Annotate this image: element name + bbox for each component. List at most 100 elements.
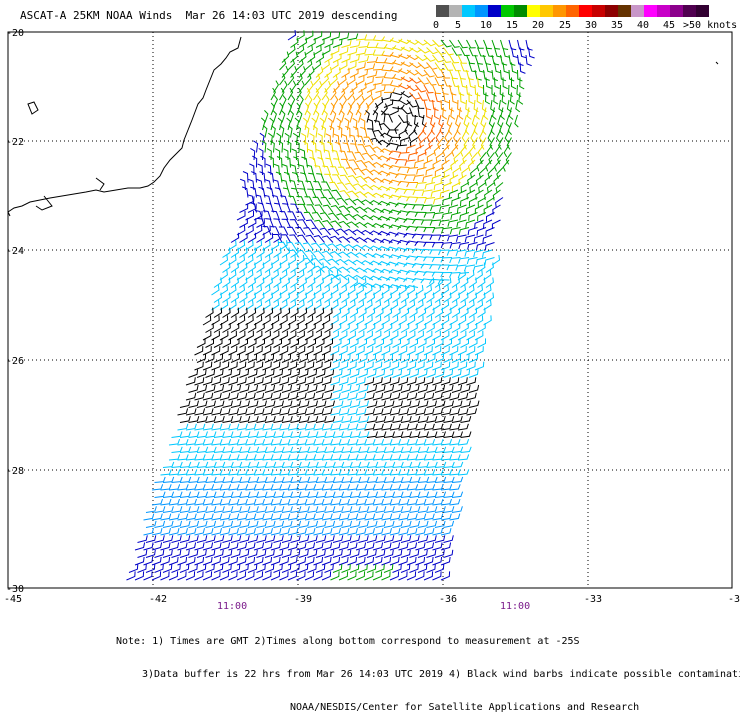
wind-barb xyxy=(344,228,357,236)
wind-barb xyxy=(346,236,359,243)
wind-barb xyxy=(364,102,370,116)
wind-barb xyxy=(295,226,306,236)
wind-barb xyxy=(296,269,305,281)
wind-barb xyxy=(415,484,427,491)
wind-barb xyxy=(423,392,435,401)
wind-barb xyxy=(434,461,447,468)
wind-barb xyxy=(338,284,348,296)
wind-barb xyxy=(304,73,312,86)
wind-barb xyxy=(363,176,376,183)
wind-barb xyxy=(332,53,342,63)
wind-barb xyxy=(324,431,336,438)
wind-barb xyxy=(239,322,248,333)
wind-barb xyxy=(236,556,247,566)
wind-barb xyxy=(394,232,408,237)
wind-barb xyxy=(275,171,283,183)
wind-barb xyxy=(211,571,221,581)
wind-barb xyxy=(423,571,434,581)
wind-barb xyxy=(332,81,340,93)
wind-barb xyxy=(185,542,197,551)
legend-swatch xyxy=(696,5,709,17)
wind-barb xyxy=(196,400,208,408)
wind-barb xyxy=(205,307,214,318)
wind-barb xyxy=(177,423,189,431)
wind-barb xyxy=(375,535,386,543)
wind-barb xyxy=(378,122,391,131)
wind-barb xyxy=(406,114,413,127)
wind-barb xyxy=(268,155,274,168)
wind-barb xyxy=(289,110,294,123)
wind-barb xyxy=(279,377,290,386)
wind-barb xyxy=(179,491,192,498)
wind-barb xyxy=(432,571,442,581)
wind-barb xyxy=(517,54,524,66)
wind-barb xyxy=(429,219,442,226)
wind-barb xyxy=(355,423,367,431)
wind-barb xyxy=(442,182,453,191)
wind-barb xyxy=(341,476,353,483)
wind-barb xyxy=(330,571,340,581)
wind-barb xyxy=(286,140,292,153)
wind-barb xyxy=(346,266,359,273)
wind-barb xyxy=(440,361,451,371)
wind-barb xyxy=(313,284,322,296)
wind-barb xyxy=(372,484,385,491)
wind-barb xyxy=(287,58,295,71)
wind-barb xyxy=(381,513,393,521)
wind-barb xyxy=(245,377,256,386)
wind-barb xyxy=(321,423,333,431)
wind-barb xyxy=(502,159,510,172)
wind-barb xyxy=(330,484,342,491)
wind-barb xyxy=(264,520,276,528)
wind-barb xyxy=(321,527,333,536)
wind-barb xyxy=(280,179,289,191)
wind-barb xyxy=(389,377,400,386)
wind-barb xyxy=(451,277,460,288)
wind-barb xyxy=(443,92,450,104)
wind-barb xyxy=(319,258,331,266)
wind-barb xyxy=(459,159,467,171)
wind-barb xyxy=(377,261,391,266)
wind-barb xyxy=(230,384,242,393)
wind-barb xyxy=(417,564,428,573)
wind-barb xyxy=(342,142,351,153)
wind-barb xyxy=(307,446,319,453)
wind-barb xyxy=(426,415,438,423)
wind-barb xyxy=(211,377,222,386)
wind-barb xyxy=(194,377,205,386)
wind-barb xyxy=(299,148,306,161)
wind-barb xyxy=(449,361,459,371)
wind-barb xyxy=(202,527,214,536)
wind-barb xyxy=(392,400,403,408)
wind-barb xyxy=(270,254,280,266)
wind-barb xyxy=(440,99,447,112)
wind-barb xyxy=(245,484,257,491)
wind-barb xyxy=(320,196,331,206)
wind-barb xyxy=(177,498,189,506)
wind-barb xyxy=(281,564,292,573)
wind-barb xyxy=(468,277,477,288)
wind-barb xyxy=(230,476,243,483)
wind-barb xyxy=(328,212,340,221)
wind-barb xyxy=(219,377,230,386)
wind-barb xyxy=(426,549,437,558)
wind-barb xyxy=(296,330,305,341)
wind-barb xyxy=(432,227,444,233)
wind-barb xyxy=(228,377,239,386)
wind-barb xyxy=(433,182,444,191)
wind-barb xyxy=(272,194,280,206)
wind-barb xyxy=(400,77,414,83)
wind-barb xyxy=(202,408,214,416)
wind-barb xyxy=(347,377,358,386)
wind-barb xyxy=(446,137,453,150)
wind-barb xyxy=(439,189,450,198)
wind-barb xyxy=(440,174,450,184)
wind-barb xyxy=(426,461,438,468)
wind-barb xyxy=(417,307,427,318)
wind-barb xyxy=(282,163,289,176)
wind-barb xyxy=(279,102,284,116)
wind-barb xyxy=(213,506,225,513)
wind-barb xyxy=(476,227,487,236)
wind-barb xyxy=(355,62,366,71)
wind-barb xyxy=(345,167,357,176)
